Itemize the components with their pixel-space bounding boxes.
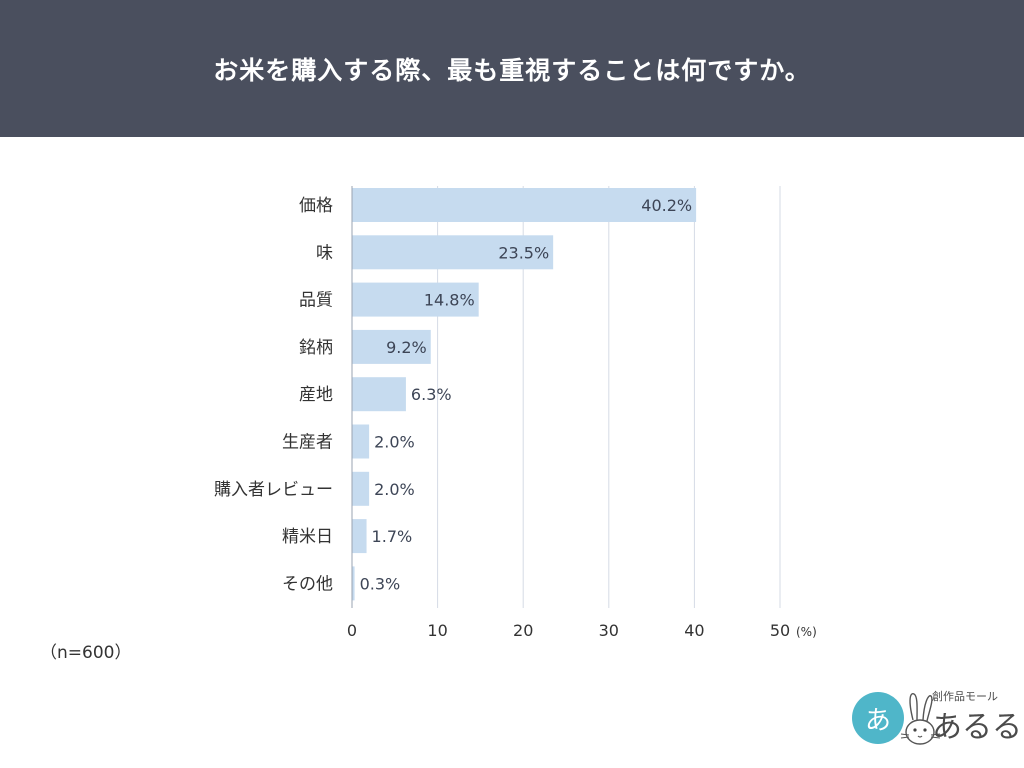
bar [352,235,554,270]
bar [352,188,697,222]
logo-glyph: あ [864,705,891,736]
value-label: 2.0% [374,433,415,452]
value-label: 40.2% [641,196,692,215]
x-tick-label: 10 [427,621,447,640]
category-label: 銘柄 [299,338,333,358]
category-label: 購入者レビュー [214,480,333,500]
bar [352,424,370,459]
value-label: 1.7% [372,527,413,546]
x-tick-label: 0 [347,621,357,640]
value-label: 0.3% [360,574,401,593]
x-tick-label: 30 [599,621,619,640]
category-label: 品質 [299,291,333,311]
sample-size-note: （n=600） [40,643,132,663]
x-tick-label: 50 [770,621,790,640]
page-title: お米を購入する際、最も重視することは何ですか。 [213,55,811,85]
header-banner: お米を購入する際、最も重視することは何ですか。 [0,0,1024,137]
x-unit-label: (%) [796,625,817,639]
rabbit-icon [900,693,941,745]
logo-badge [852,692,904,744]
logo-tagline: 創作品モール [932,690,998,703]
bar [352,566,355,601]
value-label: 23.5% [498,243,549,262]
bar [352,329,431,364]
x-tick-label: 20 [513,621,533,640]
category-label: 生産者 [282,433,333,453]
value-label: 6.3% [411,385,452,404]
value-label: 2.0% [374,480,415,499]
x-tick-label: 40 [684,621,704,640]
category-label: その他 [282,574,333,594]
value-label: 14.8% [424,291,475,310]
category-label: 味 [316,243,333,263]
logo-wordmark: あるる [932,710,1022,745]
bar [352,282,479,317]
value-label: 9.2% [386,338,427,357]
bar [352,377,406,412]
brand-logo: あ 創作品モール あるる [852,688,1022,758]
category-label: 価格 [299,196,333,216]
bar [352,471,370,506]
category-label: 精米日 [282,527,333,547]
bar [352,519,367,554]
category-label: 産地 [299,385,333,405]
